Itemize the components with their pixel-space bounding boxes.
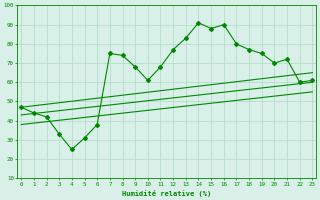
- X-axis label: Humidité relative (%): Humidité relative (%): [122, 190, 212, 197]
